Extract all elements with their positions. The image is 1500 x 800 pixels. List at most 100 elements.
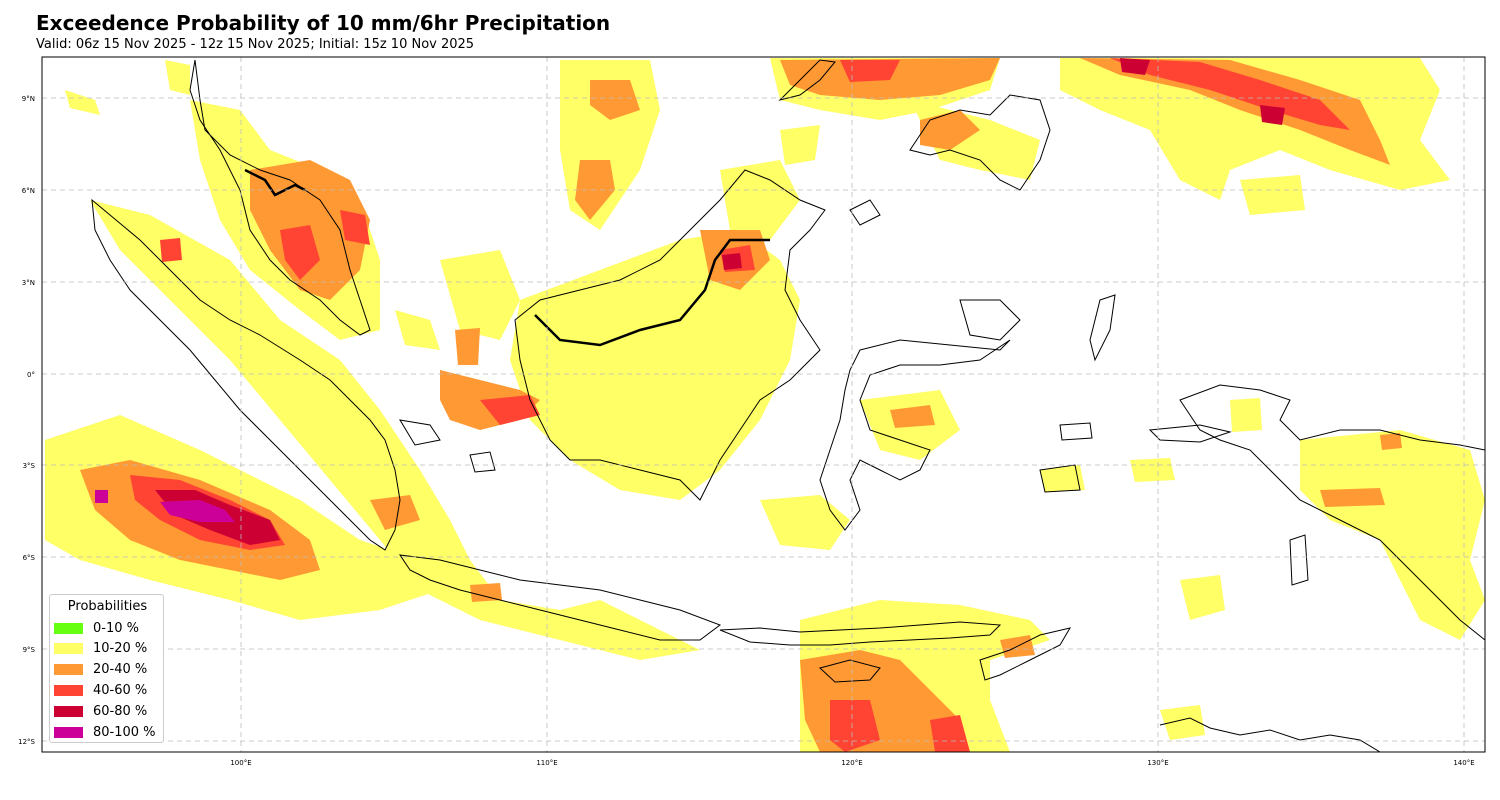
lon-tick-label: 120°E <box>841 759 862 767</box>
shade-area <box>280 225 320 280</box>
coastline-sulawesi <box>819 339 1011 531</box>
shade-area <box>720 160 800 240</box>
shade-area <box>1180 575 1225 620</box>
legend-swatch <box>54 705 83 717</box>
lat-tick-label: 6°S <box>23 554 36 562</box>
lat-tick-label: 12°S <box>18 738 35 746</box>
legend-swatch <box>54 622 83 634</box>
legend-label: 0-10 % <box>93 620 139 636</box>
coastline-sumatra <box>91 198 401 551</box>
coastline-belitung <box>469 451 496 473</box>
legend-swatch <box>54 684 83 696</box>
coastline-mindanao <box>959 299 1021 341</box>
coastline-timor <box>979 627 1072 681</box>
legend-swatch <box>54 642 83 654</box>
shade-area <box>1230 398 1262 432</box>
coastline-luzon <box>778 59 836 101</box>
coastline-bangka <box>399 419 441 446</box>
shade-area <box>165 60 190 95</box>
shade-area <box>1380 433 1402 450</box>
lat-tick-label: 6°N <box>22 187 35 195</box>
coastline-halmahera <box>1089 294 1116 362</box>
shade-area <box>1300 430 1485 640</box>
shade-area <box>340 210 370 245</box>
legend-label: 20-40 % <box>93 661 148 677</box>
coastline-malay-peninsula <box>189 59 371 336</box>
lon-tick-label: 100°E <box>230 759 251 767</box>
shade-area <box>455 328 480 365</box>
gridlines <box>42 57 1485 752</box>
shade-area <box>1320 488 1385 507</box>
shade-area <box>1120 58 1150 75</box>
shade-area <box>90 200 700 660</box>
legend-item: 60-80 % <box>54 702 147 720</box>
shade-area <box>510 230 800 500</box>
shade-area <box>1040 465 1085 492</box>
lon-tick-labels: 100°E 110°E 120°E 130°E 140°E <box>230 759 1474 767</box>
map-subtitle: Valid: 06z 15 Nov 2025 - 12z 15 Nov 2025… <box>36 37 475 52</box>
map-title: Exceedence Probability of 10 mm/6hr Prec… <box>36 11 611 35</box>
shade-area <box>920 110 980 150</box>
coastline-australia-north <box>1159 717 1381 752</box>
shade-area <box>160 238 182 262</box>
probability-field <box>45 58 1485 752</box>
shade-area <box>1130 458 1175 482</box>
shade-area <box>930 715 970 752</box>
shade-area <box>1110 58 1350 130</box>
shade-area <box>840 60 900 82</box>
coastline-palawan <box>849 199 881 226</box>
coastline-sumba <box>818 659 881 683</box>
shade-area <box>440 250 520 340</box>
lon-tick-label: 130°E <box>1147 759 1168 767</box>
shade-area <box>480 395 540 425</box>
legend-label: 60-80 % <box>93 703 148 719</box>
legend-title: Probabilities <box>67 599 148 614</box>
legend-label: 40-60 % <box>93 682 148 698</box>
probability-80-100-layer <box>95 490 235 522</box>
legend-swatch <box>54 726 83 738</box>
shade-area <box>590 80 640 120</box>
shade-area <box>160 500 235 522</box>
coastline-aru <box>1289 534 1309 586</box>
legend-item: 40-60 % <box>54 681 147 699</box>
coastline-nusa-tenggara <box>719 621 1002 646</box>
shade-area <box>1160 705 1205 740</box>
shade-area <box>890 405 935 428</box>
shade-area <box>95 490 108 503</box>
shade-area <box>722 253 742 270</box>
shade-area <box>760 495 850 550</box>
shade-area <box>65 90 100 115</box>
legend-label: 10-20 % <box>93 640 148 656</box>
lon-tick-label: 140°E <box>1453 759 1474 767</box>
coastlines <box>91 59 1485 752</box>
shade-area <box>830 700 880 752</box>
shade-area <box>1260 105 1285 125</box>
lon-tick-label: 110°E <box>536 759 557 767</box>
shade-area <box>1240 175 1305 215</box>
coastline-borneo <box>514 169 826 501</box>
coastline-malay-border <box>244 168 306 197</box>
shade-area <box>395 310 440 350</box>
coastline-borneo-border <box>534 238 770 347</box>
legend-swatch <box>54 663 83 675</box>
shade-area <box>470 583 502 602</box>
coastline-philippines <box>909 94 1051 191</box>
coastline-java <box>398 554 722 641</box>
lat-tick-label: 3°N <box>22 279 35 287</box>
map-frame <box>41 56 1486 753</box>
legend-item: 20-40 % <box>54 660 147 678</box>
legend-item: 0-10 % <box>54 619 139 637</box>
coastline-new-guinea <box>1179 384 1485 641</box>
probability-legend: Probabilities 0-10 % 10-20 % 20-40 % 40-… <box>49 594 164 743</box>
shade-area <box>1080 58 1390 165</box>
coastline-flores-east <box>1039 464 1081 493</box>
lat-tick-label: 0° <box>27 371 35 379</box>
lat-tick-labels: 9°N 6°N 3°N 0° 3°S 6°S 9°S 12°S <box>18 95 35 746</box>
shade-area <box>780 125 820 165</box>
shade-area <box>370 495 420 530</box>
lat-tick-label: 3°S <box>23 462 36 470</box>
lat-tick-label: 9°N <box>22 95 35 103</box>
legend-label: 80-100 % <box>93 724 156 740</box>
coastline-buru <box>1059 422 1093 441</box>
